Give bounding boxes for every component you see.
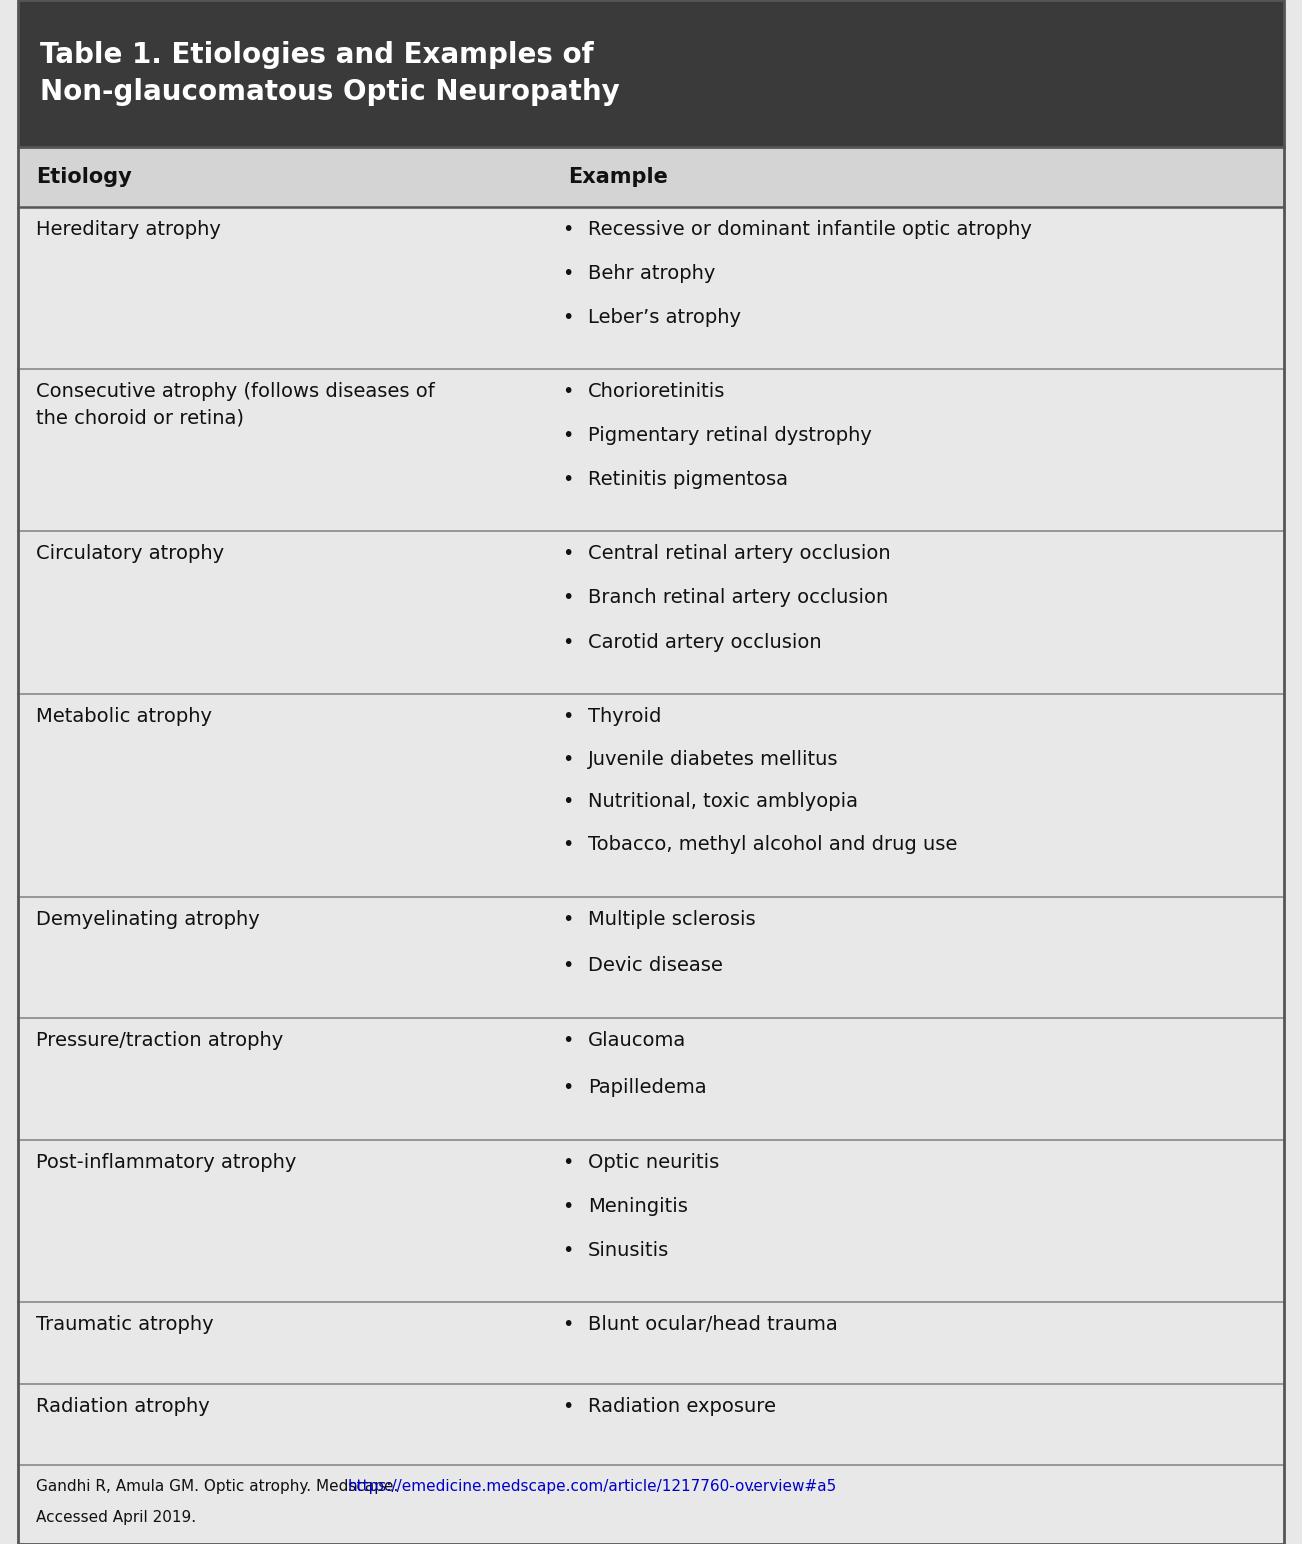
Text: .: . bbox=[750, 1479, 755, 1493]
Bar bbox=[18, 369, 1284, 531]
Text: Circulatory atrophy: Circulatory atrophy bbox=[36, 545, 224, 564]
Text: Recessive or dominant infantile optic atrophy: Recessive or dominant infantile optic at… bbox=[587, 219, 1031, 239]
Text: Multiple sclerosis: Multiple sclerosis bbox=[587, 909, 755, 928]
Bar bbox=[18, 147, 1284, 207]
Text: Accessed April 2019.: Accessed April 2019. bbox=[36, 1510, 197, 1525]
Text: •: • bbox=[561, 426, 573, 445]
Text: •: • bbox=[561, 1078, 573, 1096]
Text: Carotid artery occlusion: Carotid artery occlusion bbox=[587, 633, 822, 652]
Text: Retinitis pigmentosa: Retinitis pigmentosa bbox=[587, 471, 788, 489]
Text: Hereditary atrophy: Hereditary atrophy bbox=[36, 219, 221, 239]
Text: Tobacco, methyl alcohol and drug use: Tobacco, methyl alcohol and drug use bbox=[587, 835, 957, 854]
Text: Thyroid: Thyroid bbox=[587, 707, 661, 726]
Text: Consecutive atrophy (follows diseases of
the choroid or retina): Consecutive atrophy (follows diseases of… bbox=[36, 381, 435, 428]
Text: Post-inflammatory atrophy: Post-inflammatory atrophy bbox=[36, 1153, 297, 1172]
Text: •: • bbox=[561, 1397, 573, 1416]
Text: Traumatic atrophy: Traumatic atrophy bbox=[36, 1315, 214, 1334]
Text: Papilledema: Papilledema bbox=[587, 1078, 707, 1096]
Text: •: • bbox=[561, 707, 573, 726]
Text: Demyelinating atrophy: Demyelinating atrophy bbox=[36, 909, 260, 928]
Text: Example: Example bbox=[568, 167, 668, 187]
Text: Leber’s atrophy: Leber’s atrophy bbox=[587, 307, 741, 327]
Text: Etiology: Etiology bbox=[36, 167, 132, 187]
Text: Meningitis: Meningitis bbox=[587, 1197, 687, 1217]
Bar bbox=[18, 207, 1284, 369]
Text: Optic neuritis: Optic neuritis bbox=[587, 1153, 719, 1172]
Text: •: • bbox=[561, 1153, 573, 1172]
Text: •: • bbox=[561, 1197, 573, 1217]
Bar bbox=[18, 1383, 1284, 1465]
Text: Devic disease: Devic disease bbox=[587, 956, 723, 974]
Text: •: • bbox=[561, 633, 573, 652]
Text: •: • bbox=[561, 792, 573, 812]
Text: •: • bbox=[561, 471, 573, 489]
Text: Glaucoma: Glaucoma bbox=[587, 1031, 686, 1050]
Text: Radiation atrophy: Radiation atrophy bbox=[36, 1397, 210, 1416]
Text: •: • bbox=[561, 588, 573, 607]
Text: •: • bbox=[561, 381, 573, 401]
Text: Pigmentary retinal dystrophy: Pigmentary retinal dystrophy bbox=[587, 426, 871, 445]
Text: Chorioretinitis: Chorioretinitis bbox=[587, 381, 725, 401]
Text: Table 1. Etiologies and Examples of
Non-glaucomatous Optic Neuropathy: Table 1. Etiologies and Examples of Non-… bbox=[40, 42, 620, 107]
Text: Metabolic atrophy: Metabolic atrophy bbox=[36, 707, 212, 726]
Bar bbox=[18, 897, 1284, 1019]
Text: https://emedicine.medscape.com/article/1217760-overview#a5: https://emedicine.medscape.com/article/1… bbox=[348, 1479, 837, 1493]
Text: Behr atrophy: Behr atrophy bbox=[587, 264, 715, 283]
Text: •: • bbox=[561, 835, 573, 854]
Bar bbox=[18, 693, 1284, 897]
Bar bbox=[18, 1465, 1284, 1544]
Text: •: • bbox=[561, 956, 573, 974]
Text: Branch retinal artery occlusion: Branch retinal artery occlusion bbox=[587, 588, 888, 607]
Bar bbox=[18, 1139, 1284, 1303]
Text: Central retinal artery occlusion: Central retinal artery occlusion bbox=[587, 545, 891, 564]
Text: Radiation exposure: Radiation exposure bbox=[587, 1397, 776, 1416]
Text: Gandhi R, Amula GM. Optic atrophy. Medscape.: Gandhi R, Amula GM. Optic atrophy. Medsc… bbox=[36, 1479, 404, 1493]
Text: Sinusitis: Sinusitis bbox=[587, 1241, 669, 1260]
Text: •: • bbox=[561, 1315, 573, 1334]
Text: Pressure/traction atrophy: Pressure/traction atrophy bbox=[36, 1031, 284, 1050]
Text: •: • bbox=[561, 1031, 573, 1050]
Text: •: • bbox=[561, 749, 573, 769]
Bar bbox=[18, 0, 1284, 147]
Text: Blunt ocular/head trauma: Blunt ocular/head trauma bbox=[587, 1315, 837, 1334]
Bar bbox=[18, 1019, 1284, 1139]
Text: Nutritional, toxic amblyopia: Nutritional, toxic amblyopia bbox=[587, 792, 858, 812]
Text: Juvenile diabetes mellitus: Juvenile diabetes mellitus bbox=[587, 749, 838, 769]
Text: •: • bbox=[561, 307, 573, 327]
Text: •: • bbox=[561, 545, 573, 564]
Text: •: • bbox=[561, 264, 573, 283]
Text: •: • bbox=[561, 219, 573, 239]
Text: •: • bbox=[561, 1241, 573, 1260]
Bar bbox=[18, 1303, 1284, 1383]
Bar bbox=[18, 531, 1284, 693]
Text: •: • bbox=[561, 909, 573, 928]
